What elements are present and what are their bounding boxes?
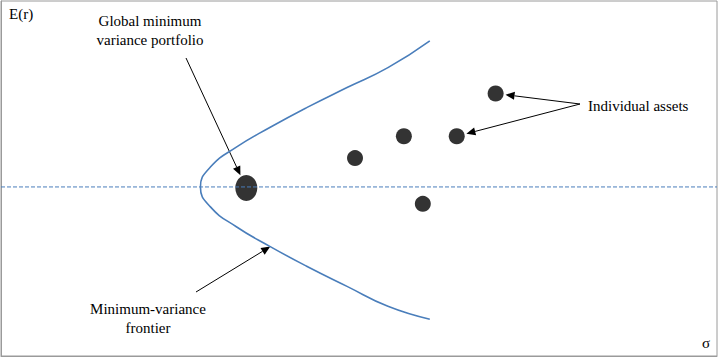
svg-text:Individual assets: Individual assets [588,98,689,114]
svg-text:Global minimum: Global minimum [99,13,202,29]
svg-text:variance portfolio: variance portfolio [96,32,203,48]
svg-text:E(r): E(r) [9,6,33,23]
svg-text:σ: σ [702,335,710,351]
svg-text:frontier: frontier [126,320,171,336]
svg-text:Minimum-variance: Minimum-variance [90,301,206,317]
